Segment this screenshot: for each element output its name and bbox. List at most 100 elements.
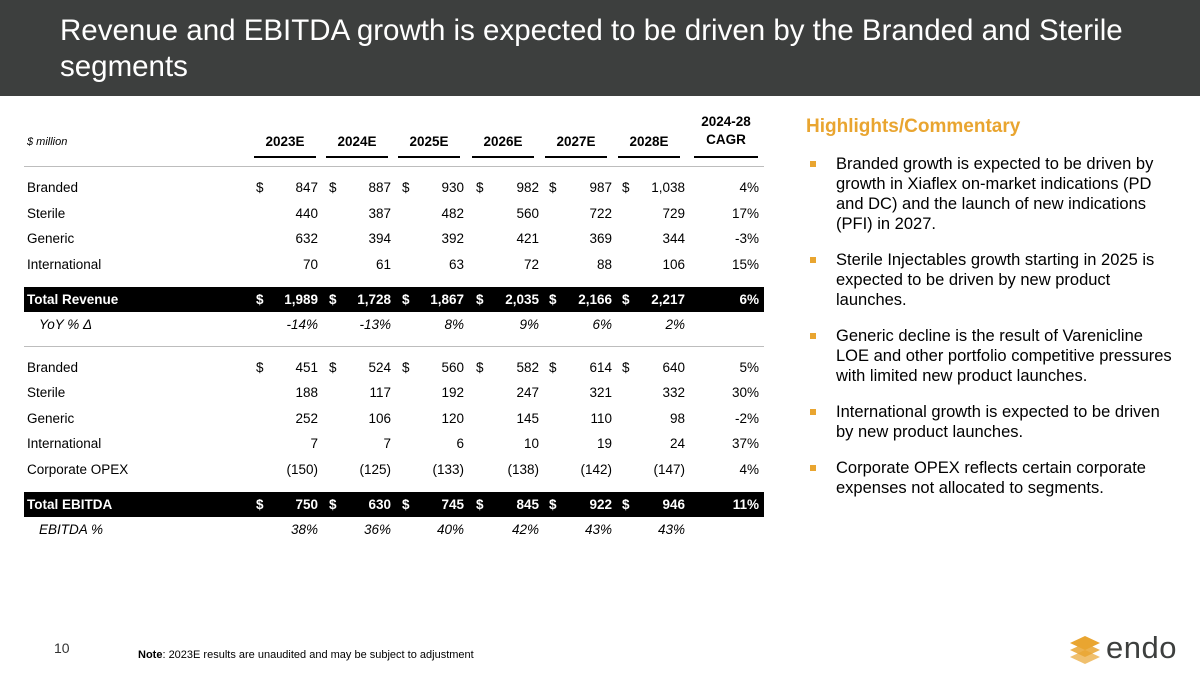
table-row: Branded $847 $887 $930 $982 $987 $1,038 4% [24, 175, 764, 201]
value-cell: 845 [516, 497, 539, 512]
value-cell: 10 [523, 436, 539, 451]
year-underline [398, 156, 460, 158]
value-cell: 42% [511, 522, 539, 537]
table-row: Generic 252 106 120 145 110 98 -2% [24, 406, 764, 432]
year-header: 2026E [483, 134, 523, 149]
value-cell: 421 [516, 231, 539, 246]
square-bullet-icon [810, 333, 816, 339]
value-cell: 9% [519, 317, 539, 332]
currency-symbol: $ [256, 292, 264, 307]
table-header: $ million 2023E 2024E 2025E 2026E 2027E 2028E… [24, 112, 764, 158]
value-cell: 36% [363, 522, 391, 537]
highlight-text: International growth is expected to be d… [836, 403, 1160, 441]
value-cell: 70 [302, 256, 318, 272]
square-bullet-icon [810, 465, 816, 471]
value-cell: 847 [295, 180, 318, 195]
value-cell: 632 [295, 231, 318, 246]
title-bar: Revenue and EBITDA growth is expected to… [0, 0, 1200, 96]
year-header: 2027E [556, 134, 596, 149]
revenue-section: Branded $847 $887 $930 $982 $987 $1,038 4% Steri… [24, 166, 764, 338]
row-label: Branded [27, 359, 79, 375]
highlight-item: Corporate OPEX reflects certain corporat… [806, 458, 1176, 498]
table-row: Branded $451 $524 $560 $582 $614 $640 5% [24, 355, 764, 381]
value-cell: 72 [523, 256, 539, 272]
value-cell: 524 [368, 359, 391, 375]
currency-symbol: $ [256, 359, 264, 375]
year-underline [618, 156, 680, 158]
value-cell: 40% [436, 522, 464, 537]
cagr-header: 2024-28 CAGR [694, 113, 758, 149]
value-cell: 6 [456, 436, 464, 451]
year-underline [326, 156, 388, 158]
value-cell: 722 [589, 205, 612, 221]
currency-symbol: $ [402, 180, 410, 195]
ebitda-section: Branded $451 $524 $560 $582 $614 $640 5% Sterile… [24, 345, 764, 543]
highlights-panel: Highlights/Commentary Branded growth is … [806, 116, 1176, 514]
currency-symbol: $ [622, 497, 630, 512]
value-cell: 1,867 [430, 292, 464, 307]
highlight-item: Branded growth is expected to be driven … [806, 154, 1176, 234]
highlight-text: Branded growth is expected to be driven … [836, 155, 1154, 233]
value-cell: (138) [507, 461, 539, 477]
ebitda-pct-row: EBITDA % 38% 36% 40% 42% 43% 43% [24, 517, 764, 543]
value-cell: 922 [589, 497, 612, 512]
year-header: 2024E [337, 134, 377, 149]
currency-symbol: $ [549, 180, 557, 195]
cagr-cell: 17% [731, 205, 759, 221]
logo-wordmark: endo [1106, 630, 1177, 665]
page-number: 10 [54, 640, 70, 656]
value-cell: 344 [662, 231, 685, 246]
currency-symbol: $ [329, 359, 337, 375]
value-cell: (150) [286, 461, 318, 477]
value-cell: (147) [653, 461, 685, 477]
page-title: Revenue and EBITDA growth is expected to… [60, 14, 1123, 83]
currency-symbol: $ [329, 180, 337, 195]
value-cell: 614 [589, 359, 612, 375]
value-cell: 117 [369, 385, 391, 400]
value-cell: 630 [368, 497, 391, 512]
highlight-text: Sterile Injectables growth starting in 2… [836, 251, 1155, 309]
cagr-header-line1: 2024-28 [701, 114, 751, 129]
value-cell: 392 [441, 231, 464, 246]
value-cell: 440 [295, 205, 318, 221]
cagr-cell: 4% [739, 461, 759, 477]
table-row: Sterile 188 117 192 247 321 332 30% [24, 380, 764, 406]
value-cell: 946 [662, 497, 685, 512]
value-cell: 19 [596, 436, 612, 451]
cagr-cell: 5% [739, 359, 759, 375]
cagr-header-line2: CAGR [706, 132, 746, 147]
value-cell: 7 [310, 436, 318, 451]
table-row: Sterile 440 387 482 560 722 729 17% [24, 201, 764, 227]
total-ebitda-row: Total EBITDA $750 $630 $745 $845 $922 $946 11% [24, 492, 764, 517]
endo-logo: endo [1068, 630, 1178, 667]
value-cell: 387 [368, 205, 391, 221]
value-cell: 2,217 [651, 292, 685, 307]
yoy-row: YoY % Δ -14% -13% 8% 9% 6% 2% [24, 312, 764, 338]
value-cell: 1,728 [357, 292, 391, 307]
currency-symbol: $ [476, 497, 484, 512]
square-bullet-icon [810, 161, 816, 167]
value-cell: 61 [375, 256, 391, 272]
total-revenue-row: Total Revenue $1,989 $1,728 $1,867 $2,035 $2,… [24, 287, 764, 312]
cagr-cell: -3% [734, 231, 759, 246]
divider [24, 345, 764, 347]
table-row: Corporate OPEX (150) (125) (133) (138) (142) (… [24, 457, 764, 483]
value-cell: 145 [516, 410, 539, 426]
row-label: Sterile [27, 205, 66, 221]
currency-symbol: $ [622, 180, 630, 195]
row-label: EBITDA % [39, 522, 104, 537]
row-label: Corporate OPEX [27, 461, 129, 477]
currency-symbol: $ [329, 497, 337, 512]
value-cell: 2,166 [578, 292, 612, 307]
value-cell: 98 [669, 410, 685, 426]
highlight-item: International growth is expected to be d… [806, 402, 1176, 442]
value-cell: (125) [359, 461, 391, 477]
value-cell: 24 [669, 436, 685, 451]
value-cell: 745 [441, 497, 464, 512]
currency-symbol: $ [622, 292, 630, 307]
spacer [24, 482, 764, 492]
currency-symbol: $ [476, 359, 484, 375]
value-cell: 1,989 [284, 292, 318, 307]
table-row: International 7 7 6 10 19 24 37% [24, 431, 764, 457]
value-cell: 43% [657, 522, 685, 537]
